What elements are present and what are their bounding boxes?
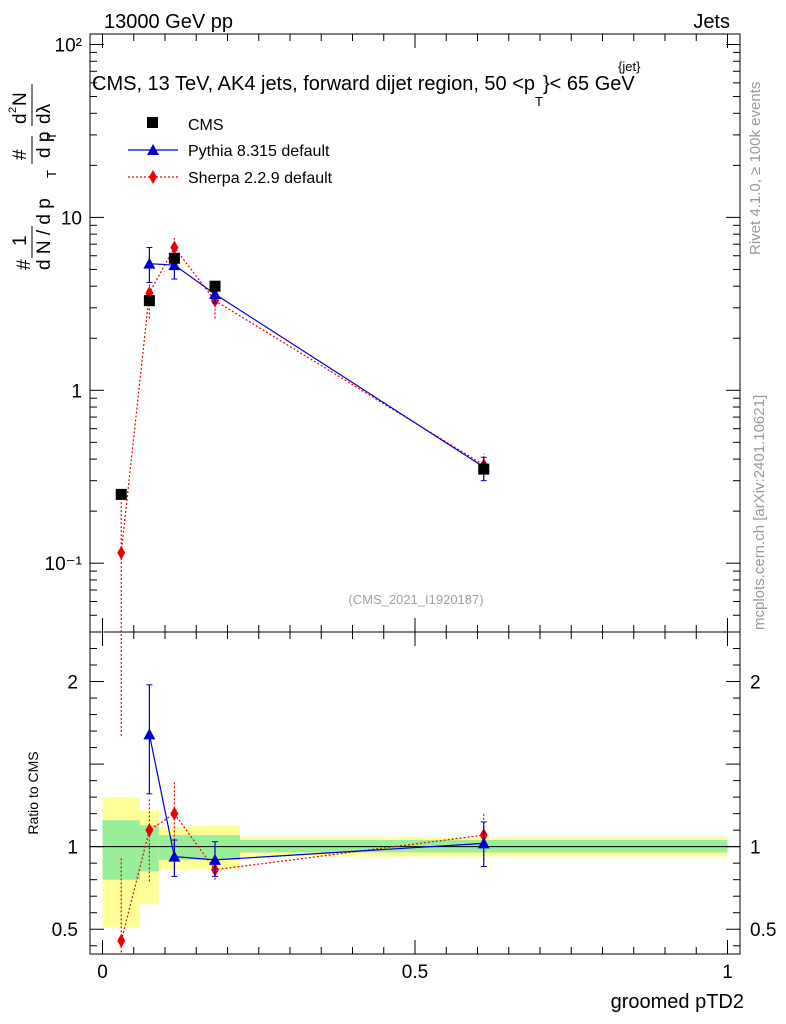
mcplots-label: mcplots.cern.ch [arXiv:2401.10621] [751,395,768,630]
ratio-uncertainty-bands [90,797,740,928]
legend-marker-cms [147,117,158,128]
plot-title: CMS, 13 TeV, AK4 jets, forward dijet reg… [92,73,635,109]
main-cms-point [478,463,490,475]
title-end: }< 65 GeV [543,73,635,95]
band-inner-0 [102,820,140,880]
legend-label-cms: CMS [188,117,224,134]
ratio-panel-frame [89,631,741,955]
title-sup: {jet} [618,59,641,74]
main-cms-point [209,280,221,292]
ylabel-dn: d N / d p [34,198,55,270]
ylabel-d: d [10,113,31,124]
ratio-sherpa-point [117,933,126,948]
ratio-ytick-label-left: 2 [67,673,78,694]
ratio-ytick-label-left: 0.5 [52,920,78,941]
category-label: Jets [693,11,730,33]
ratio-pythia-point [168,850,181,862]
main-pythia-line [149,263,485,468]
ratio-ytick-label-right: 1 [750,838,761,859]
title-sub: T [535,94,543,109]
main-series-group [115,238,490,737]
title-main: CMS, 13 TeV, AK4 jets, forward dijet reg… [92,73,535,95]
main-ylabel: # 1 d N / d p T # d p T d 2 N dλ [7,84,59,270]
rivet-label: Rivet 4.1.0, ≥ 100k events [747,82,764,255]
ratio-ytick-label-right: 0.5 [750,920,776,941]
main-cms-point [168,252,180,264]
ylabel-d-sup: 2 [7,107,19,113]
ylabel-hash-1: # [14,259,35,270]
ylabel-dp: d p [34,132,55,158]
ratio-ylabel: Ratio to CMS [25,751,41,834]
energy-label: 13000 GeV pp [104,11,233,33]
main-pythia-point [143,257,156,269]
main-cms-point [115,488,127,500]
ylabel-n: N [10,92,31,106]
main-ytick-label: 10 [61,208,82,229]
main-cms-point [143,295,155,307]
ratio-pythia-point [209,853,221,865]
main-sherpa-line [120,246,485,553]
main-ytick-label: 10⁻¹ [45,554,83,575]
ratio-xtick-label: 0 [97,962,108,983]
ylabel-dn-sub: T [44,170,59,178]
legend-marker-sherpa [149,170,157,184]
main-sherpa-point [117,545,126,560]
ratio-axis-ticks: 0 0.5 1 0.5 0.5 1 1 2 2 [52,632,776,983]
ratio-xtick-label: 0.5 [402,962,428,983]
main-sherpa-point [170,240,179,255]
ylabel-dp-sub: T [44,132,59,140]
main-pythia-point [168,259,181,271]
main-ytick-label: 1 [71,381,82,402]
main-ytick-label: 10² [55,35,82,56]
x-axis-title: groomed pTD2 [611,991,744,1013]
ratio-ytick-label-left: 1 [67,838,78,859]
main-pythia-point [209,288,221,300]
main-axis-ticks: 10⁻¹ 1 10 10² [45,34,740,633]
legend: CMS Pythia 8.315 default Sherpa 2.2.9 de… [128,117,333,187]
ratio-sherpa-point [170,806,179,821]
legend-label-pythia: Pythia 8.315 default [188,143,330,160]
ylabel-one: 1 [10,235,31,246]
ratio-xtick-label: 1 [722,962,733,983]
analysis-id: (CMS_2021_I1920187) [348,592,483,607]
ratio-ytick-label-right: 2 [750,673,761,694]
ylabel-hash-2: # [10,149,31,160]
ratio-series-group [117,684,490,953]
legend-label-sherpa: Sherpa 2.2.9 default [188,170,333,187]
ylabel-dlambda: dλ [34,103,55,124]
ratio-sherpa-point [145,823,154,838]
ratio-pythia-point [477,837,490,849]
ratio-pythia-line [148,734,484,861]
legend-marker-pythia [147,144,159,155]
ratio-pythia-point [143,728,156,740]
